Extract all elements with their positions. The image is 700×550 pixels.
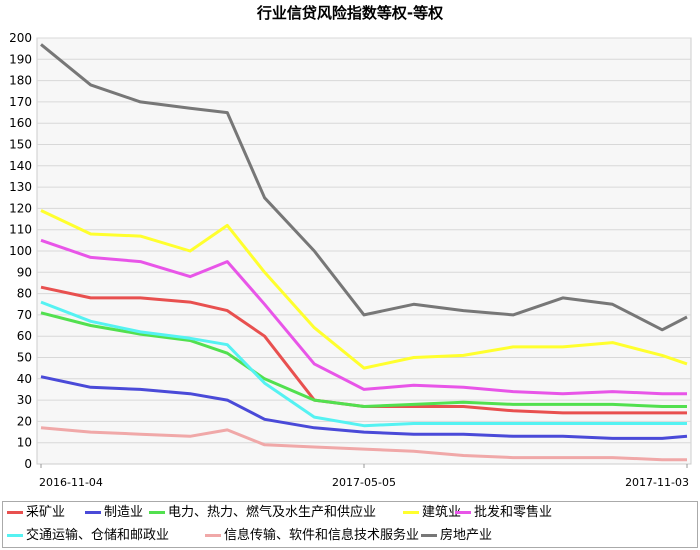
- legend-item[interactable]: 采矿业: [7, 505, 65, 521]
- y-tick-label: 80: [17, 287, 32, 301]
- series-line-3: [40, 311, 687, 408]
- series-line-5: [40, 238, 687, 396]
- y-tick-label: 130: [9, 180, 32, 194]
- y-tick-label: 200: [9, 31, 32, 45]
- y-tick-label: 180: [9, 74, 32, 88]
- series-line-7: [40, 426, 687, 462]
- legend-item[interactable]: 建筑业: [403, 505, 461, 521]
- x-axis: 2016-11-04 2017-05-05 2017-11-03: [39, 464, 689, 489]
- legend-item[interactable]: 交通运输、仓储和邮政业: [7, 528, 169, 544]
- legend-swatch: [403, 511, 419, 514]
- legend-swatch: [205, 534, 221, 537]
- legend-item[interactable]: 批发和零售业: [455, 505, 552, 521]
- y-tick-label: 30: [17, 393, 32, 407]
- legend-swatch: [149, 511, 165, 514]
- y-tick-label: 110: [9, 223, 32, 237]
- x-tick-label: 2016-11-04: [39, 476, 103, 489]
- legend-label: 电力、热力、燃气及水生产和供应业: [168, 505, 377, 520]
- y-tick-label: 150: [9, 138, 32, 152]
- y-tick-label: 90: [17, 265, 32, 279]
- x-tick-label: 2017-05-05: [332, 476, 396, 489]
- y-tick-label: 100: [9, 244, 32, 258]
- y-tick-label: 0: [24, 457, 32, 471]
- legend-item[interactable]: 制造业: [85, 505, 143, 521]
- legend-label: 批发和零售业: [474, 505, 553, 520]
- legend-label: 交通运输、仓储和邮政业: [26, 528, 170, 543]
- legend: 采矿业 制造业 电力、热力、燃气及水生产和供应业 建筑业 批发和零售业交通运输、仓储和邮…: [2, 501, 698, 548]
- series-line-4: [40, 209, 688, 370]
- legend-swatch: [85, 511, 101, 514]
- legend-item[interactable]: 信息传输、软件和信息技术服务业: [205, 528, 419, 544]
- legend-swatch: [421, 534, 437, 537]
- legend-item[interactable]: 房地产业: [421, 528, 492, 544]
- legend-swatch: [7, 511, 23, 514]
- legend-swatch: [455, 511, 471, 514]
- y-tick-label: 70: [17, 308, 32, 322]
- series-layer: [40, 43, 688, 462]
- y-tick-label: 140: [9, 159, 32, 173]
- legend-swatch: [7, 534, 23, 537]
- legend-label: 信息传输、软件和信息技术服务业: [224, 528, 420, 543]
- y-tick-label: 190: [9, 52, 32, 66]
- grid-layer: [37, 37, 691, 444]
- legend-label: 建筑业: [422, 505, 462, 520]
- legend-label: 房地产业: [440, 528, 493, 543]
- y-tick-label: 160: [9, 116, 32, 130]
- y-tick-label: 50: [17, 351, 32, 365]
- y-tick-label: 10: [17, 436, 32, 450]
- chart-title: 行业信贷风险指数等权-等权: [256, 4, 444, 22]
- y-tick-label: 20: [17, 414, 32, 428]
- series-line-2: [40, 375, 688, 440]
- series-line-6: [40, 300, 687, 428]
- series-line-8: [40, 43, 688, 332]
- y-tick-label: 120: [9, 201, 32, 215]
- y-tick-label: 40: [17, 372, 32, 386]
- legend-label: 制造业: [104, 505, 144, 520]
- y-tick-label: 170: [9, 95, 32, 109]
- y-axis: 0 10 20 30 40 50 60 70 80 90 100 110 120 130 140 150 160…: [9, 31, 32, 471]
- legend-item[interactable]: 电力、热力、燃气及水生产和供应业: [149, 505, 376, 521]
- y-tick-label: 60: [17, 329, 32, 343]
- x-tick-label: 2017-11-03: [625, 476, 689, 489]
- legend-label: 采矿业: [26, 505, 66, 520]
